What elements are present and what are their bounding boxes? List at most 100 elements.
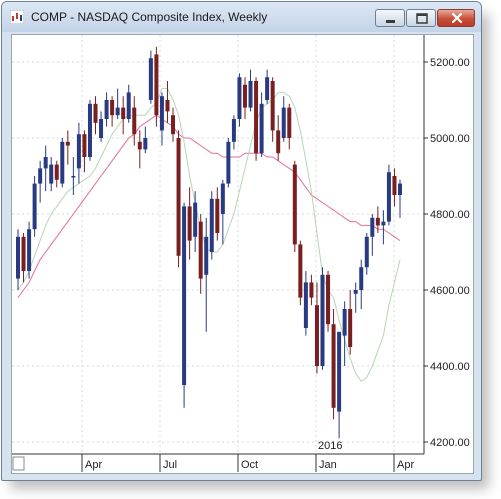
chart-area[interactable]: 4200.00 4400.00 4600.00 4800.00 5000.00 5200.… xyxy=(11,34,474,474)
candle-body xyxy=(82,134,87,157)
candle-body xyxy=(115,107,120,116)
candle xyxy=(353,282,358,313)
candle-body xyxy=(309,282,314,298)
candle-body xyxy=(337,331,342,412)
candle-body xyxy=(386,172,391,222)
candle xyxy=(209,191,214,260)
candle-body xyxy=(110,100,115,116)
maximize-button[interactable] xyxy=(406,9,436,27)
candle xyxy=(204,217,209,332)
x-tick-label: Oct xyxy=(241,459,258,471)
candle-body xyxy=(93,103,98,123)
candle-body xyxy=(348,309,353,347)
candle xyxy=(292,160,297,252)
candle-body xyxy=(49,164,54,184)
candle-body xyxy=(60,141,65,184)
close-button[interactable] xyxy=(437,9,475,27)
candle-body xyxy=(314,305,319,366)
y-tick-label: 5200.00 xyxy=(430,57,470,69)
candle xyxy=(16,229,20,290)
candle-body xyxy=(132,107,137,135)
y-tick-label: 4200.00 xyxy=(430,437,470,449)
candle-body xyxy=(359,267,364,290)
candle xyxy=(126,84,131,123)
candle-body xyxy=(392,176,397,195)
candle-body xyxy=(154,54,159,116)
candle xyxy=(104,92,109,127)
scroll-box[interactable] xyxy=(12,456,25,471)
candle-body xyxy=(171,115,176,135)
candle xyxy=(176,130,181,268)
x-axis-ticks: Apr Jul Oct Jan Apr 2016 xyxy=(81,440,414,472)
candle-body xyxy=(126,92,131,119)
candle-body xyxy=(242,84,247,108)
candle xyxy=(231,115,236,150)
candle xyxy=(171,107,176,142)
candle xyxy=(226,138,231,188)
candle-body xyxy=(104,100,109,119)
candle-body xyxy=(176,138,181,256)
candle xyxy=(276,115,281,161)
candle-body xyxy=(198,221,203,279)
candle-body xyxy=(99,119,104,138)
candle-body xyxy=(375,217,380,226)
candle xyxy=(320,267,325,370)
candle-body xyxy=(231,119,236,142)
candle xyxy=(375,206,380,233)
candle-body xyxy=(353,290,358,294)
candle-body xyxy=(226,141,231,184)
year-label: 2016 xyxy=(318,440,342,452)
candle xyxy=(309,274,314,306)
minimize-button[interactable] xyxy=(375,9,405,27)
candle xyxy=(281,96,286,142)
candle-body xyxy=(87,103,92,157)
candle xyxy=(115,88,120,119)
sma_long-line xyxy=(17,114,401,298)
chart-app-icon xyxy=(10,10,24,24)
candle xyxy=(60,138,65,188)
candle-body xyxy=(27,229,32,271)
candle xyxy=(65,130,70,165)
candle-body xyxy=(182,206,187,385)
candle-body xyxy=(65,141,70,146)
candle-body xyxy=(71,176,76,178)
candle-body xyxy=(21,236,26,271)
candle xyxy=(21,233,26,283)
candle-body xyxy=(331,324,336,408)
x-tick-label: Jan xyxy=(319,459,337,471)
candle xyxy=(337,331,342,439)
candle xyxy=(165,81,170,123)
candle-body xyxy=(204,236,209,275)
candle-body xyxy=(276,130,281,154)
candle-body xyxy=(43,157,48,169)
candle xyxy=(248,69,253,112)
y-tick-label: 4800.00 xyxy=(430,209,470,221)
candle-body xyxy=(220,183,225,214)
candle xyxy=(38,160,43,203)
candle xyxy=(187,187,192,260)
y-tick-label: 4600.00 xyxy=(430,285,470,297)
chart-window: COMP - NASDAQ Composite Index, Weekly 4 xyxy=(1,1,482,481)
candle-body xyxy=(215,198,220,233)
candle xyxy=(237,73,242,127)
x-tick-label: Apr xyxy=(85,459,102,471)
candle xyxy=(154,46,159,127)
candle-body xyxy=(159,96,164,131)
candle xyxy=(254,77,259,161)
candle xyxy=(32,176,37,237)
title-bar[interactable]: COMP - NASDAQ Composite Index, Weekly xyxy=(2,2,481,32)
candle xyxy=(54,160,59,188)
grid-lines xyxy=(12,35,424,454)
candle xyxy=(348,290,353,355)
candle-body xyxy=(265,77,270,100)
candle xyxy=(87,100,92,161)
candle xyxy=(287,103,292,150)
candle xyxy=(110,96,115,127)
candle-body xyxy=(248,81,253,108)
candle-body xyxy=(298,244,303,298)
candle-body xyxy=(259,103,264,154)
candle xyxy=(71,157,76,195)
candle xyxy=(326,271,331,332)
close-icon xyxy=(451,12,463,24)
window-title: COMP - NASDAQ Composite Index, Weekly xyxy=(31,10,268,24)
